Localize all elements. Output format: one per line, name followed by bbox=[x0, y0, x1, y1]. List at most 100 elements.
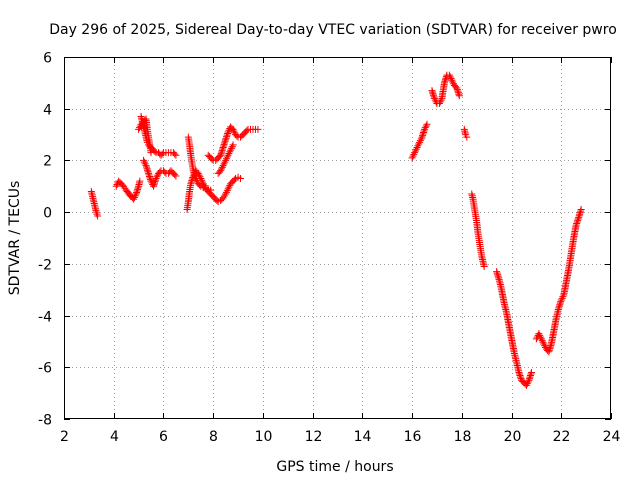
data-point bbox=[446, 73, 454, 81]
data-point bbox=[410, 150, 418, 158]
data-point bbox=[463, 133, 471, 141]
data-point bbox=[221, 158, 229, 166]
data-point bbox=[223, 187, 231, 195]
x-axis-ticks: 2 4 6 8 10 12 14 16 18 20 22 24 bbox=[60, 57, 620, 445]
data-point bbox=[447, 75, 455, 83]
data-point bbox=[220, 160, 228, 168]
y-tick-label: -6 bbox=[38, 361, 52, 377]
data-point bbox=[524, 378, 532, 386]
data-point bbox=[172, 151, 180, 159]
data-point bbox=[130, 193, 138, 201]
data-point bbox=[135, 124, 143, 132]
data-point bbox=[523, 380, 531, 388]
data-point bbox=[219, 162, 227, 170]
data-point bbox=[222, 190, 230, 198]
data-point bbox=[130, 195, 138, 203]
data-point bbox=[135, 125, 143, 133]
data-point bbox=[222, 188, 230, 196]
data-point bbox=[222, 156, 230, 164]
data-point bbox=[536, 331, 544, 339]
data-point bbox=[448, 76, 456, 84]
data-point bbox=[409, 152, 417, 160]
data-point bbox=[94, 212, 102, 220]
data-point bbox=[131, 192, 139, 200]
data-point bbox=[254, 125, 262, 133]
data-point bbox=[217, 165, 225, 173]
data-point bbox=[223, 153, 231, 161]
data-point bbox=[141, 160, 149, 168]
data-point bbox=[230, 176, 238, 184]
data-point bbox=[422, 122, 430, 130]
data-point bbox=[480, 262, 488, 270]
data-point bbox=[196, 181, 204, 189]
data-point bbox=[557, 296, 565, 304]
x-tick-label: 24 bbox=[603, 429, 621, 445]
data-point bbox=[93, 210, 101, 218]
x-tick-label: 10 bbox=[255, 429, 273, 445]
data-point bbox=[540, 340, 548, 348]
data-point bbox=[558, 294, 566, 302]
data-point bbox=[224, 151, 232, 159]
data-point bbox=[229, 141, 237, 149]
chart-title: Day 296 of 2025, Sidereal Day-to-day VTE… bbox=[49, 22, 617, 38]
data-point bbox=[192, 175, 200, 183]
data-point bbox=[411, 149, 419, 157]
data-point bbox=[227, 146, 235, 154]
x-tick-label: 2 bbox=[60, 429, 69, 445]
data-point bbox=[152, 175, 160, 183]
data-point bbox=[416, 137, 424, 145]
x-tick-label: 20 bbox=[504, 429, 522, 445]
data-point bbox=[237, 175, 245, 183]
data-point bbox=[452, 83, 460, 91]
data-point bbox=[412, 145, 420, 153]
data-point bbox=[112, 182, 120, 190]
x-tick-label: 6 bbox=[159, 429, 168, 445]
data-point bbox=[445, 71, 453, 79]
data-point bbox=[408, 154, 416, 162]
x-tick-label: 16 bbox=[404, 429, 422, 445]
data-point bbox=[92, 208, 100, 216]
y-tick-label: 0 bbox=[43, 206, 52, 222]
x-tick-label: 14 bbox=[354, 429, 372, 445]
data-point bbox=[421, 124, 429, 132]
data-point bbox=[537, 335, 545, 343]
data-point bbox=[171, 171, 179, 179]
data-point bbox=[435, 100, 443, 108]
x-tick-label: 18 bbox=[454, 429, 472, 445]
data-point bbox=[436, 98, 444, 106]
x-tick-label: 4 bbox=[110, 429, 119, 445]
data-point bbox=[537, 333, 545, 341]
y-tick-label: -8 bbox=[38, 413, 52, 429]
data-point bbox=[411, 147, 419, 155]
data-points bbox=[87, 71, 585, 389]
data-point bbox=[222, 155, 230, 163]
data-point bbox=[172, 172, 180, 180]
x-tick-label: 22 bbox=[553, 429, 571, 445]
data-point bbox=[455, 92, 463, 100]
data-point bbox=[140, 156, 148, 164]
data-point bbox=[423, 120, 431, 128]
data-point bbox=[539, 338, 547, 346]
data-point bbox=[535, 330, 543, 338]
data-point bbox=[437, 96, 445, 104]
y-axis-ticks: -8 -6 -4 -2 0 2 4 6 bbox=[38, 51, 611, 429]
data-point bbox=[158, 150, 166, 158]
grid-lines bbox=[64, 57, 611, 419]
data-point bbox=[577, 206, 585, 214]
data-point bbox=[224, 128, 232, 136]
data-point bbox=[538, 337, 546, 345]
plot-frame bbox=[64, 57, 611, 419]
x-tick-label: 12 bbox=[305, 429, 323, 445]
data-point bbox=[413, 144, 421, 151]
data-point bbox=[230, 127, 238, 135]
data-point bbox=[218, 163, 226, 171]
data-point bbox=[416, 138, 424, 146]
y-tick-label: -2 bbox=[38, 258, 52, 274]
data-point bbox=[227, 144, 235, 152]
data-point bbox=[559, 293, 567, 301]
data-point bbox=[421, 125, 429, 133]
data-point bbox=[225, 183, 233, 191]
data-point bbox=[147, 149, 155, 157]
data-point bbox=[226, 148, 234, 156]
